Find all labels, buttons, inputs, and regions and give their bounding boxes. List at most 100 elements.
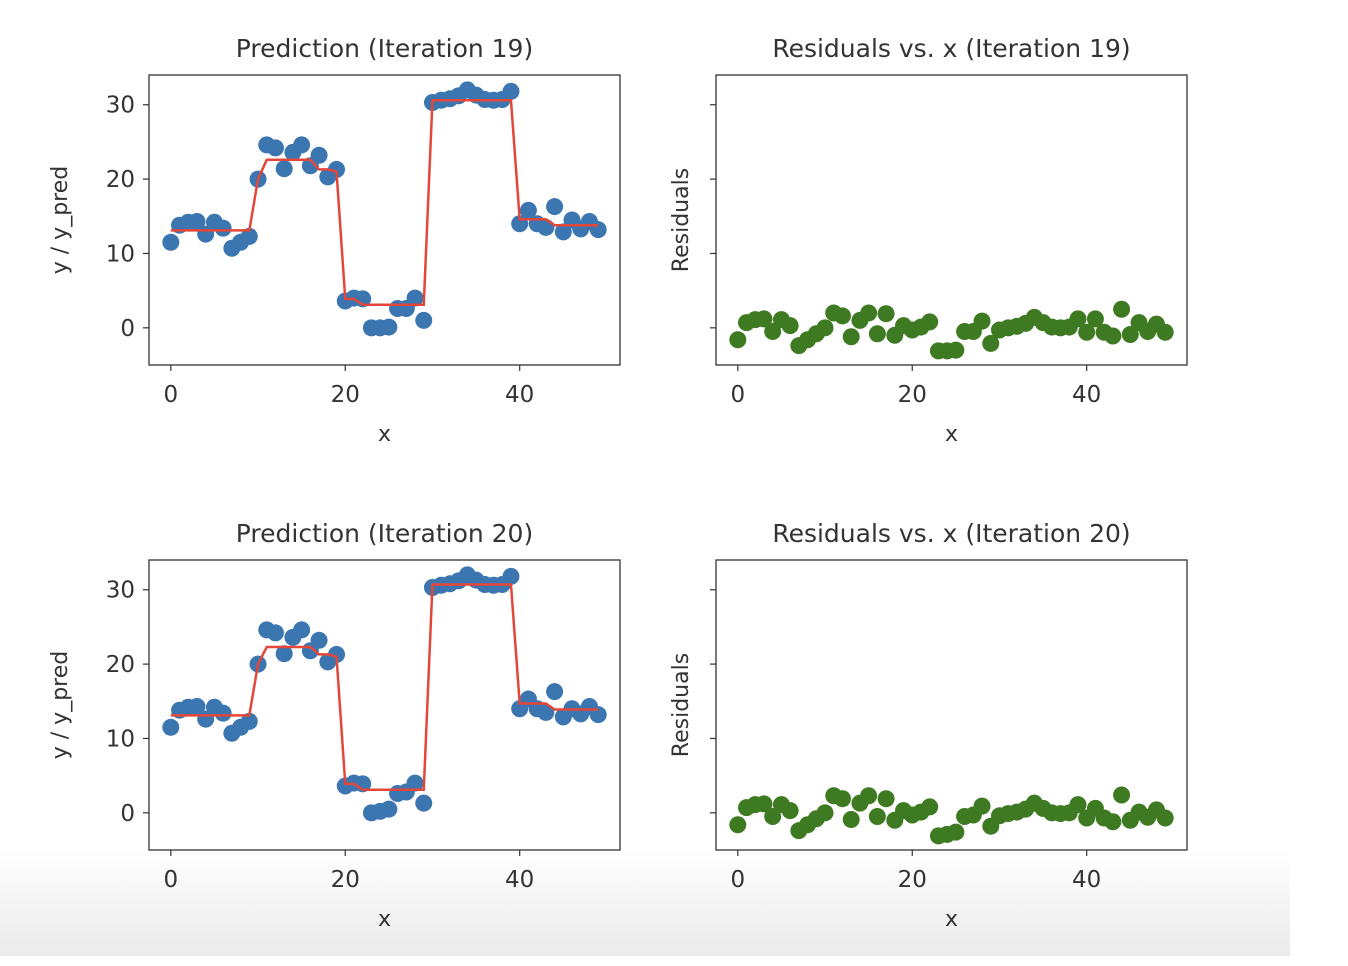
observed-point bbox=[537, 703, 555, 721]
residual-point bbox=[729, 331, 747, 349]
prediction-line bbox=[170, 583, 599, 792]
x-tick-label: 20 bbox=[898, 867, 927, 893]
observed-point bbox=[240, 227, 258, 245]
observed-point bbox=[266, 139, 284, 157]
residual-point bbox=[764, 323, 782, 341]
residual-point bbox=[1113, 300, 1131, 318]
residual-point bbox=[868, 808, 886, 826]
x-tick-label: 40 bbox=[505, 382, 534, 408]
residual-point bbox=[1086, 310, 1104, 328]
residual-point bbox=[1156, 323, 1174, 341]
observed-point bbox=[214, 219, 232, 237]
chart-title: Prediction (Iteration 19) bbox=[236, 34, 533, 63]
observed-point bbox=[502, 82, 520, 100]
subplot-3: Prediction (Iteration 20) 0 20 40 0 10 20 30 x y … bbox=[48, 519, 621, 932]
observed-point bbox=[502, 567, 520, 585]
chart-title: Residuals vs. x (Iteration 20) bbox=[772, 519, 1130, 548]
observed-point bbox=[310, 146, 328, 164]
observed-point bbox=[275, 160, 293, 178]
residual-point bbox=[877, 790, 895, 808]
bottom-shadow bbox=[0, 850, 1290, 956]
observed-point bbox=[162, 233, 180, 251]
chart-title: Residuals vs. x (Iteration 19) bbox=[772, 34, 1130, 63]
observed-point bbox=[162, 718, 180, 736]
x-tick-label: 0 bbox=[163, 382, 178, 408]
x-tick-label: 0 bbox=[163, 867, 178, 893]
residual-point bbox=[860, 787, 878, 805]
residual-point bbox=[877, 305, 895, 323]
observed-point bbox=[328, 645, 346, 663]
y-axis-label: y / y_pred bbox=[48, 166, 73, 274]
observed-point bbox=[415, 311, 433, 329]
y-tick-label: 20 bbox=[106, 652, 135, 678]
x-tick-label: 20 bbox=[331, 382, 360, 408]
observed-point bbox=[188, 212, 206, 230]
residual-point bbox=[781, 317, 799, 335]
subplot-1: Prediction (Iteration 19) 0 20 40 0 10 20 30 x y … bbox=[48, 34, 621, 447]
chart-title: Prediction (Iteration 20) bbox=[236, 519, 533, 548]
observed-point bbox=[293, 621, 311, 639]
observed-point bbox=[266, 624, 284, 642]
residual-point bbox=[816, 319, 834, 337]
x-tick-label: 20 bbox=[331, 867, 360, 893]
observed-point bbox=[380, 318, 398, 336]
observed-point bbox=[188, 697, 206, 715]
residual-point bbox=[1113, 786, 1131, 804]
observed-point bbox=[240, 712, 258, 730]
y-axis-label: y / y_pred bbox=[48, 651, 73, 759]
y-tick-label: 0 bbox=[120, 801, 135, 827]
y-tick-label: 20 bbox=[106, 167, 135, 193]
axes-frame bbox=[715, 74, 1188, 366]
observed-point bbox=[546, 683, 564, 701]
residual-point bbox=[1104, 813, 1122, 831]
x-tick-label: 0 bbox=[730, 382, 745, 408]
residual-point bbox=[833, 790, 851, 808]
observed-point bbox=[589, 221, 607, 239]
residual-point bbox=[947, 823, 965, 841]
x-axis-label: x bbox=[945, 907, 958, 932]
y-tick-label: 10 bbox=[106, 241, 135, 267]
residual-point bbox=[755, 310, 773, 328]
x-tick-label: 20 bbox=[898, 382, 927, 408]
x-tick-label: 40 bbox=[1072, 867, 1101, 893]
observed-point bbox=[415, 794, 433, 812]
residual-point bbox=[921, 798, 939, 816]
x-tick-label: 40 bbox=[505, 867, 534, 893]
prediction-line bbox=[170, 99, 599, 307]
observed-point bbox=[310, 631, 328, 649]
observed-point bbox=[275, 645, 293, 663]
residual-point bbox=[764, 808, 782, 826]
y-tick-label: 10 bbox=[106, 726, 135, 752]
axes-frame bbox=[715, 559, 1188, 851]
residual-point bbox=[947, 341, 965, 359]
observed-point bbox=[546, 198, 564, 216]
residual-point bbox=[1156, 809, 1174, 827]
subplot-2: Residuals vs. x (Iteration 19) 0 20 40 x Resi… bbox=[669, 34, 1188, 447]
y-axis-label: Residuals bbox=[669, 168, 694, 272]
y-axis-label: Residuals bbox=[669, 653, 694, 757]
y-tick-label: 0 bbox=[120, 316, 135, 342]
observed-point bbox=[328, 160, 346, 178]
residual-point bbox=[816, 804, 834, 822]
x-tick-label: 0 bbox=[730, 867, 745, 893]
observed-point bbox=[380, 800, 398, 818]
residual-point bbox=[781, 802, 799, 820]
observed-point bbox=[537, 218, 555, 236]
residual-point bbox=[982, 334, 1000, 352]
residual-point bbox=[755, 795, 773, 813]
residual-point bbox=[860, 304, 878, 322]
residual-point bbox=[729, 816, 747, 834]
observed-point bbox=[519, 201, 537, 219]
residual-point bbox=[921, 313, 939, 331]
residual-point bbox=[973, 312, 991, 330]
observed-point bbox=[293, 136, 311, 154]
residual-point bbox=[1121, 326, 1139, 344]
x-tick-label: 40 bbox=[1072, 382, 1101, 408]
observed-point bbox=[214, 704, 232, 722]
observed-point bbox=[554, 223, 572, 241]
residual-point bbox=[842, 328, 860, 346]
residual-point bbox=[973, 797, 991, 815]
axes-frame bbox=[148, 559, 621, 851]
subplot-4: Residuals vs. x (Iteration 20) 0 20 40 x Resi… bbox=[669, 519, 1188, 932]
